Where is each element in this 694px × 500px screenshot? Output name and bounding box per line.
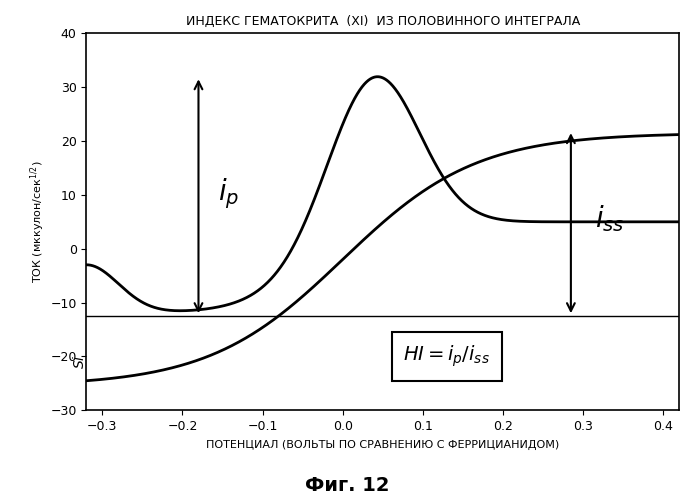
X-axis label: ПОТЕНЦИАЛ (ВОЛЬТЫ ПО СРАВНЕНИЮ С ФЕРРИЦИАНИДОМ): ПОТЕНЦИАЛ (ВОЛЬТЫ ПО СРАВНЕНИЮ С ФЕРРИЦИ… [206, 440, 559, 450]
Y-axis label: ТОК (мккулон/сек$^{1/2}$): ТОК (мккулон/сек$^{1/2}$) [29, 160, 47, 283]
Text: $i_p$: $i_p$ [219, 176, 239, 211]
Text: $i_{ss}$: $i_{ss}$ [595, 203, 625, 234]
Text: $HI = i_p/i_{ss}$: $HI = i_p/i_{ss}$ [403, 344, 490, 369]
Text: Фиг. 12: Фиг. 12 [305, 476, 389, 495]
Title: ИНДЕКС ГЕМАТОКРИТА  (XI)  ИЗ ПОЛОВИННОГО ИНТЕГРАЛА: ИНДЕКС ГЕМАТОКРИТА (XI) ИЗ ПОЛОВИННОГО И… [185, 15, 579, 28]
Text: $Si$: $Si$ [72, 354, 87, 369]
